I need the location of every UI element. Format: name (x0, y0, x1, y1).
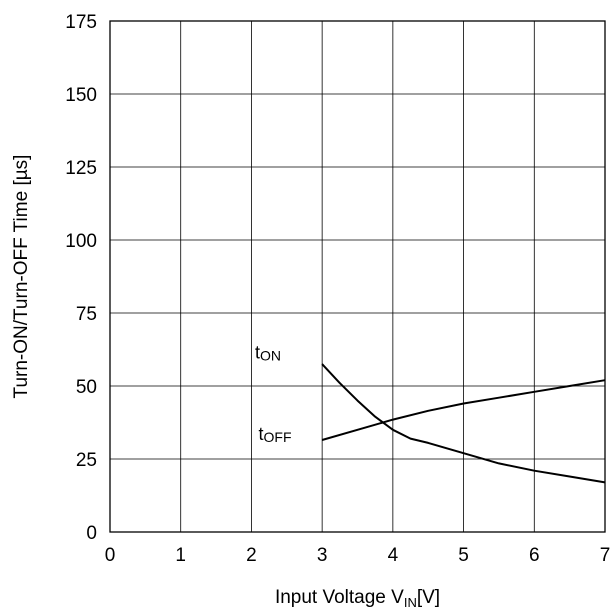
y-tick-label: 125 (65, 158, 97, 179)
y-axis-label: Turn-ON/Turn-OFF Time [µs] (11, 155, 32, 399)
grid-lines (110, 21, 605, 532)
y-tick-label: 75 (76, 304, 97, 325)
y-tick-label: 0 (86, 523, 97, 544)
series-line-toff (321, 379, 606, 441)
series-line-ton (321, 363, 606, 484)
series-label-ton: tON (255, 342, 281, 363)
y-tick-label: 150 (65, 85, 97, 106)
x-tick-label: 7 (600, 545, 611, 566)
x-tick-label: 4 (388, 545, 399, 566)
y-tick-label: 100 (65, 231, 97, 252)
y-tick-label: 175 (65, 12, 97, 33)
y-tick-labels: 0 25 50 75 100 125 150 175 (65, 12, 97, 544)
series-label-toff: tOFF (259, 424, 292, 445)
y-tick-label: 50 (76, 377, 97, 398)
x-tick-label: 0 (105, 545, 116, 566)
x-tick-label: 5 (458, 545, 469, 566)
plot-frame (109, 20, 606, 533)
x-axis-label: Input Voltage VIN[V] (275, 587, 440, 610)
x-tick-labels: 0 1 2 3 4 5 6 7 (105, 545, 611, 566)
series-lines (321, 363, 606, 484)
x-tick-label: 3 (317, 545, 328, 566)
y-tick-label: 25 (76, 450, 97, 471)
x-tick-label: 2 (246, 545, 257, 566)
x-tick-label: 6 (529, 545, 540, 566)
x-tick-label: 1 (175, 545, 186, 566)
